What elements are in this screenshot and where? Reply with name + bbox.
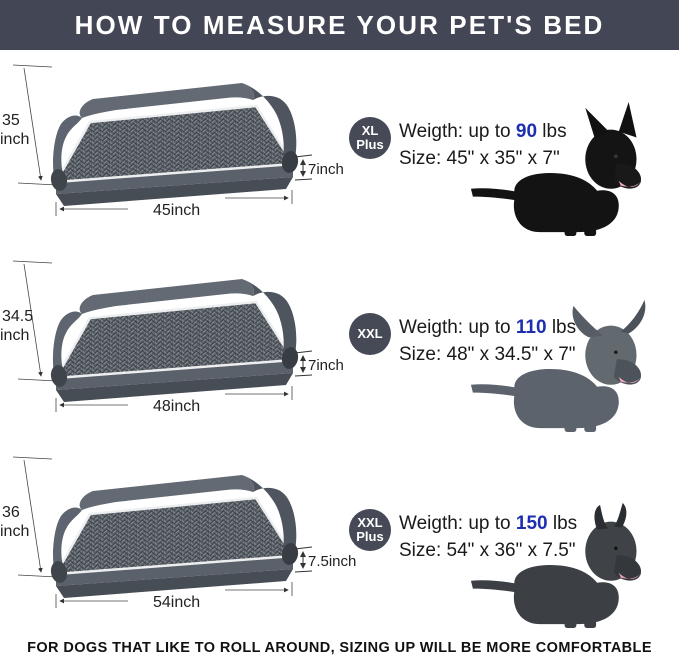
svg-text:48inch: 48inch: [153, 398, 200, 415]
svg-text:inch: inch: [0, 131, 29, 148]
svg-text:54inch: 54inch: [153, 594, 200, 611]
svg-text:inch: inch: [0, 523, 29, 540]
svg-text:7inch: 7inch: [308, 357, 344, 374]
svg-text:inch: inch: [0, 327, 29, 344]
svg-text:45inch: 45inch: [153, 202, 200, 219]
svg-text:34.5: 34.5: [2, 308, 33, 325]
svg-text:7inch: 7inch: [308, 161, 344, 178]
svg-text:35: 35: [2, 112, 20, 129]
svg-text:7.5inch: 7.5inch: [308, 553, 356, 570]
svg-text:36: 36: [2, 504, 20, 521]
